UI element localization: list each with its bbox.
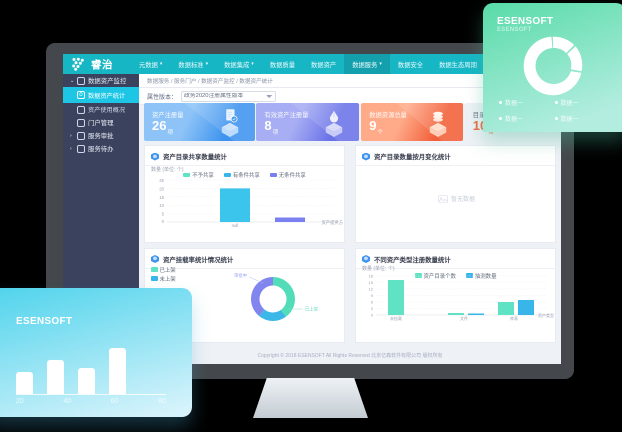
svg-text:10: 10 <box>159 203 164 208</box>
svg-text:已上架: 已上架 <box>305 305 319 312</box>
svg-text:5: 5 <box>162 212 165 217</box>
svg-text:15: 15 <box>369 280 374 285</box>
svg-text:0: 0 <box>162 219 165 224</box>
svg-text:6: 6 <box>371 299 374 304</box>
svg-text:0: 0 <box>371 312 374 317</box>
svg-text:未挂载: 未挂载 <box>390 315 402 321</box>
svg-text:9: 9 <box>371 293 374 298</box>
svg-text:12: 12 <box>369 286 374 291</box>
svg-text:资产提供方: 资产提供方 <box>322 219 344 226</box>
svg-text:null: null <box>232 223 239 228</box>
svg-text:资产类型: 资产类型 <box>538 312 554 318</box>
svg-text:库表: 库表 <box>510 315 518 321</box>
svg-text:25: 25 <box>159 178 164 183</box>
svg-text:审批中: 审批中 <box>234 272 247 279</box>
svg-text:20: 20 <box>159 186 164 191</box>
svg-text:文件: 文件 <box>460 315 468 321</box>
svg-text:15: 15 <box>159 195 164 200</box>
svg-text:18: 18 <box>369 273 374 278</box>
svg-text:3: 3 <box>371 306 374 311</box>
